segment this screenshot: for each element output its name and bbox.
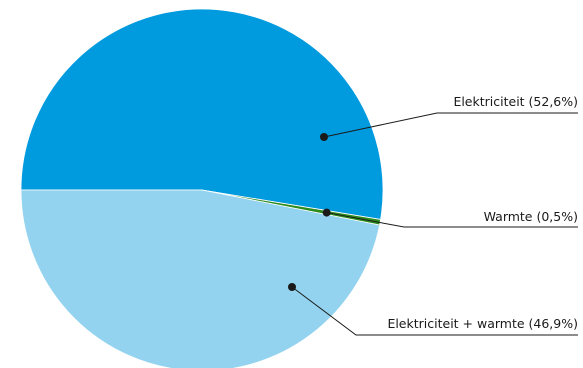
pie-slices bbox=[20, 8, 384, 368]
callout-dot-warmte bbox=[322, 208, 331, 217]
slice-elektriciteit-warmte bbox=[20, 189, 381, 368]
callout-dot-elektriciteit-warmte bbox=[288, 283, 296, 291]
label-elektriciteit: Elektriciteit (52,6%) bbox=[453, 94, 578, 109]
callout-line-warmte bbox=[326, 212, 578, 228]
callout-line-elektriciteit bbox=[323, 112, 578, 138]
callout-dot-elektriciteit bbox=[320, 133, 328, 141]
slice-elektriciteit bbox=[20, 8, 384, 220]
slice-labels: Elektriciteit (52,6%) Warmte (0,5%) Elek… bbox=[387, 94, 578, 331]
callouts bbox=[288, 112, 578, 336]
callout-line-elektriciteit-warmte bbox=[291, 286, 578, 336]
label-warmte: Warmte (0,5%) bbox=[484, 209, 578, 224]
label-elektriciteit-warmte: Elektriciteit + warmte (46,9%) bbox=[387, 316, 578, 331]
